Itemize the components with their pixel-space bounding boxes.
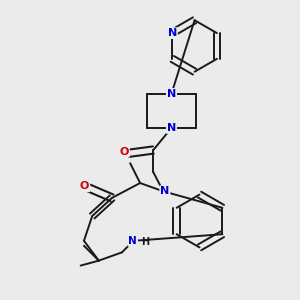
Text: O: O — [80, 181, 89, 191]
Text: N: N — [128, 236, 137, 246]
Text: N: N — [168, 28, 177, 38]
Text: N: N — [160, 186, 170, 196]
Text: H: H — [141, 237, 149, 247]
Text: O: O — [120, 147, 129, 157]
Text: N: N — [167, 123, 176, 133]
Text: N: N — [167, 89, 176, 99]
